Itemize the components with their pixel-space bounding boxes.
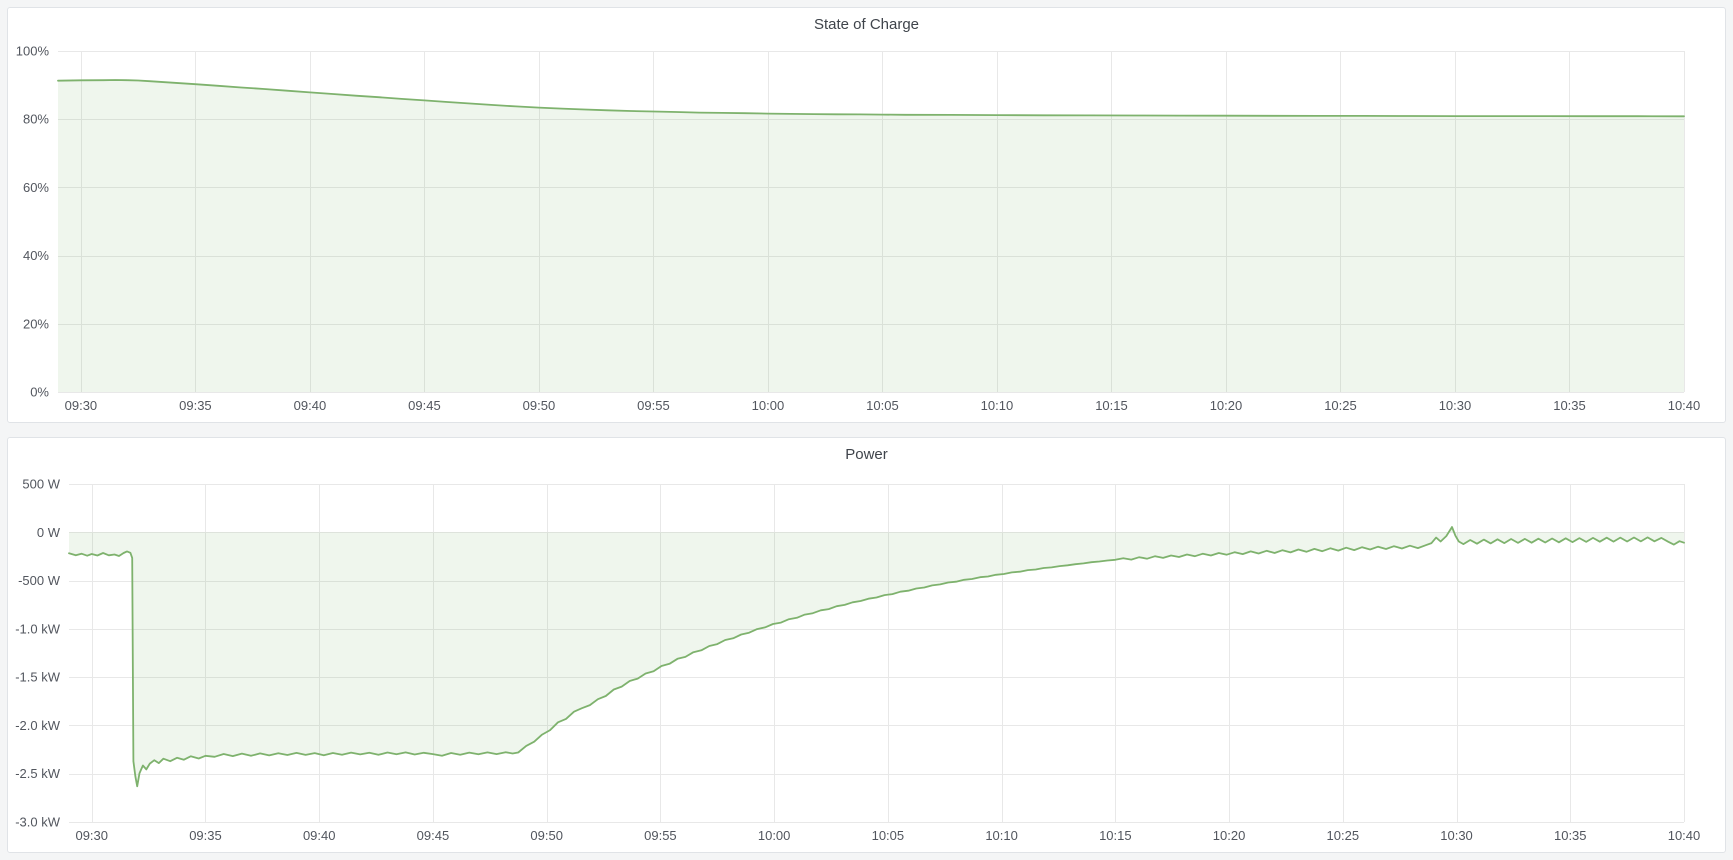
panel-state-of-charge: State of Charge 100% 80% 60% 40% 20% 0% 09:30 0… [7, 7, 1726, 423]
y-tick-label: -2.5 kW [15, 766, 61, 781]
y-tick-label: 0% [30, 385, 49, 400]
x-tick-label: 09:40 [303, 828, 336, 843]
y-tick-label: 500 W [22, 477, 60, 492]
x-tick-label: 10:20 [1210, 398, 1243, 413]
y-tick-label: 80% [23, 112, 49, 127]
x-tick-label: 10:25 [1327, 828, 1360, 843]
x-tick-label: 10:00 [752, 398, 785, 413]
x-tick-label: 09:45 [408, 398, 441, 413]
grid [69, 484, 1685, 823]
x-tick-label: 09:50 [530, 828, 563, 843]
panel-power: Power 500 W 0 W -500 W -1.0 kW -1.5 kW -2.0 k… [7, 437, 1726, 853]
power-chart[interactable]: 500 W 0 W -500 W -1.0 kW -1.5 kW -2.0 kW -2.5 … [8, 467, 1725, 853]
x-tick-label: 09:30 [75, 828, 108, 843]
x-tick-label: 09:55 [644, 828, 677, 843]
x-tick-label: 09:45 [417, 828, 450, 843]
y-tick-label: 0 W [37, 525, 61, 540]
x-tick-label: 10:40 [1668, 828, 1701, 843]
x-tick-label: 10:05 [872, 828, 905, 843]
y-tick-label: 40% [23, 248, 49, 263]
y-tick-label: 20% [23, 316, 49, 331]
series-area [58, 80, 1684, 392]
state-of-charge-chart[interactable]: 100%80%60%40%20%0%09:30 09:35 09:40 09:45 09… [8, 37, 1725, 423]
grid [58, 51, 1685, 393]
x-tick-label: 10:40 [1668, 398, 1701, 413]
x-tick-label: 09:50 [523, 398, 556, 413]
y-tick-label: 100% [16, 44, 50, 59]
x-tick-label: 09:30 [65, 398, 98, 413]
series-line [68, 526, 1685, 788]
y-axis-labels: 100% 80% 60% 40% 20% 0% [16, 44, 50, 400]
panel-title-state-of-charge: State of Charge [813, 16, 920, 33]
x-tick-label: 10:25 [1324, 398, 1357, 413]
x-tick-label: 10:20 [1213, 828, 1246, 843]
x-tick-label: 10:30 [1439, 398, 1472, 413]
x-axis-labels: 09:30 09:35 09:40 09:45 09:50 09:55 10:00 10:05… [65, 398, 1701, 413]
x-tick-label: 09:55 [637, 398, 670, 413]
x-tick-label: 10:10 [981, 398, 1014, 413]
y-axis-labels: 500 W 0 W -500 W -1.0 kW -1.5 kW -2.0 kW -2.5 … [15, 477, 61, 830]
series-line [57, 79, 1685, 118]
x-tick-label: 10:15 [1095, 398, 1128, 413]
x-tick-label: 09:35 [189, 828, 222, 843]
x-tick-label: 10:05 [866, 398, 899, 413]
panel-title-power: Power [845, 446, 888, 463]
x-tick-label: 09:35 [179, 398, 212, 413]
y-tick-label: -1.0 kW [15, 621, 61, 636]
x-tick-label: 09:40 [294, 398, 327, 413]
x-tick-label: 10:35 [1553, 398, 1586, 413]
y-tick-label: 60% [23, 180, 49, 195]
y-tick-label: -3.0 kW [15, 815, 61, 830]
x-tick-label: 10:10 [985, 828, 1018, 843]
x-tick-label: 10:15 [1099, 828, 1132, 843]
y-tick-label: -1.5 kW [15, 670, 61, 685]
x-tick-label: 10:35 [1554, 828, 1587, 843]
x-tick-label: 10:00 [758, 828, 791, 843]
x-tick-label: 10:30 [1440, 828, 1473, 843]
x-axis-labels: 09:30 09:35 09:40 09:45 09:50 09:55 10:00 10:05… [75, 828, 1700, 843]
series-area [69, 527, 1684, 787]
y-tick-label: -500 W [18, 573, 61, 588]
y-tick-label: -2.0 kW [15, 718, 61, 733]
